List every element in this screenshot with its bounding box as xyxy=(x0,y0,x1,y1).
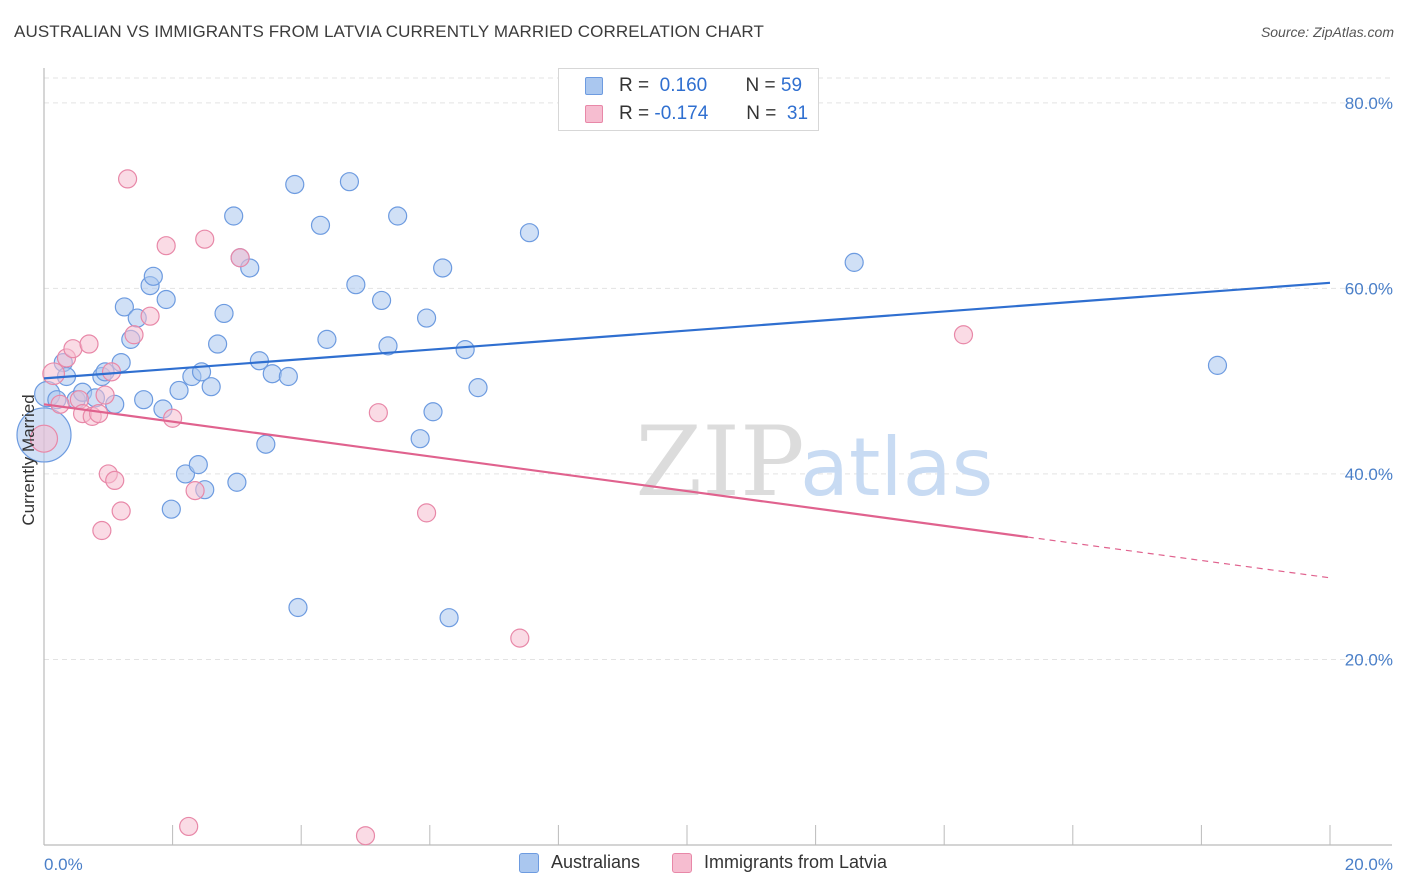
data-point xyxy=(185,481,205,501)
data-point xyxy=(953,325,974,345)
data-point xyxy=(288,597,308,618)
legend-r-value: -0.174 xyxy=(654,103,709,124)
data-point xyxy=(423,402,443,422)
data-point xyxy=(455,340,475,360)
y-tick-label: 80.0% xyxy=(1345,94,1393,113)
data-point xyxy=(371,290,392,311)
legend-swatch-blue xyxy=(585,77,603,95)
data-point xyxy=(188,455,208,475)
data-point xyxy=(410,429,430,449)
data-point xyxy=(201,377,221,397)
data-point xyxy=(92,520,112,541)
data-point xyxy=(143,266,163,286)
legend-swatch-blue xyxy=(518,852,539,873)
grid-lines xyxy=(44,77,1392,660)
data-point xyxy=(230,248,250,268)
data-point xyxy=(156,289,176,310)
data-point xyxy=(179,816,199,837)
data-point xyxy=(163,408,183,428)
data-point xyxy=(844,252,864,272)
data-point xyxy=(124,325,144,345)
data-point xyxy=(29,424,59,453)
data-point xyxy=(378,336,398,356)
data-point xyxy=(117,169,138,189)
trend-line-latvia xyxy=(43,403,1028,539)
data-point xyxy=(388,206,408,226)
chart-title: AUSTRALIAN VS IMMIGRANTS FROM LATVIA CUR… xyxy=(14,22,764,41)
data-point xyxy=(114,297,134,317)
data-point xyxy=(285,174,305,195)
data-point xyxy=(346,275,366,295)
data-point xyxy=(519,223,540,243)
x-tick-label: 20.0% xyxy=(1345,855,1393,874)
data-point xyxy=(169,380,189,401)
source-label: Source: ZipAtlas.com xyxy=(1260,24,1394,40)
legend-item-latvia: Immigrants from Latvia xyxy=(671,852,888,873)
watermark-atlas: atlas xyxy=(800,421,993,514)
legend-swatch-pink xyxy=(671,852,692,873)
legend-n-value: 31 xyxy=(786,103,809,124)
data-point xyxy=(262,364,282,384)
data-point xyxy=(95,385,115,405)
y-tick-label: 20.0% xyxy=(1345,650,1393,669)
data-point xyxy=(416,503,437,523)
watermark-zip: ZIP xyxy=(635,406,804,518)
data-point xyxy=(156,236,176,256)
data-point xyxy=(355,826,376,846)
legend-n-label: N = xyxy=(745,75,776,96)
bottom-legend: Australians Immigrants from Latvia xyxy=(0,852,1406,873)
data-point xyxy=(1207,355,1228,375)
data-point xyxy=(214,303,234,324)
data-point xyxy=(195,229,215,249)
data-point xyxy=(161,499,181,519)
y-tick-label: 60.0% xyxy=(1345,279,1393,298)
y-tick-label: 40.0% xyxy=(1345,465,1393,484)
data-point xyxy=(224,206,244,226)
data-point xyxy=(111,501,131,521)
data-point xyxy=(439,608,459,628)
data-point xyxy=(79,334,99,354)
trend-lines xyxy=(43,281,1331,579)
legend-row-australians: R = 0.160 N = 59 xyxy=(585,75,802,97)
stats-legend: R = 0.160 N = 59 R = -0.174 N = 31 xyxy=(558,68,819,131)
data-point xyxy=(368,403,388,423)
data-point xyxy=(175,464,196,484)
data-point xyxy=(63,339,83,359)
data-point xyxy=(468,378,488,398)
data-point xyxy=(278,366,298,387)
legend-label: Immigrants from Latvia xyxy=(703,852,888,872)
legend-label: Australians xyxy=(550,852,640,872)
legend-r-label: R = xyxy=(619,103,650,124)
legend-n-label: N = xyxy=(746,103,777,124)
legend-r-value: 0.160 xyxy=(659,75,708,96)
data-point xyxy=(208,334,228,354)
data-point xyxy=(416,308,437,328)
data-point xyxy=(339,172,360,192)
trend-line-australians xyxy=(43,281,1331,380)
legend-item-australians: Australians xyxy=(518,852,640,873)
data-point xyxy=(256,434,276,454)
legend-n-value: 59 xyxy=(780,75,803,96)
data-point xyxy=(42,362,66,386)
data-point xyxy=(310,215,331,235)
data-point xyxy=(140,306,160,326)
legend-r-label: R = xyxy=(619,75,650,96)
y-axis-label: Currently Married xyxy=(19,394,38,525)
data-point xyxy=(317,329,337,349)
x-tick-label: 0.0% xyxy=(44,855,83,874)
legend-swatch-pink xyxy=(585,105,603,123)
trend-line-latvia-projection xyxy=(1027,536,1331,579)
data-point xyxy=(433,258,453,278)
tick-labels: 20.0% 40.0% 60.0% 80.0% 0.0% 20.0% xyxy=(44,94,1393,874)
legend-row-latvia: R = -0.174 N = 31 xyxy=(585,103,808,125)
data-point xyxy=(105,470,125,491)
data-point xyxy=(510,628,530,648)
data-point xyxy=(134,390,154,410)
data-point xyxy=(227,472,247,492)
data-point xyxy=(50,394,70,414)
